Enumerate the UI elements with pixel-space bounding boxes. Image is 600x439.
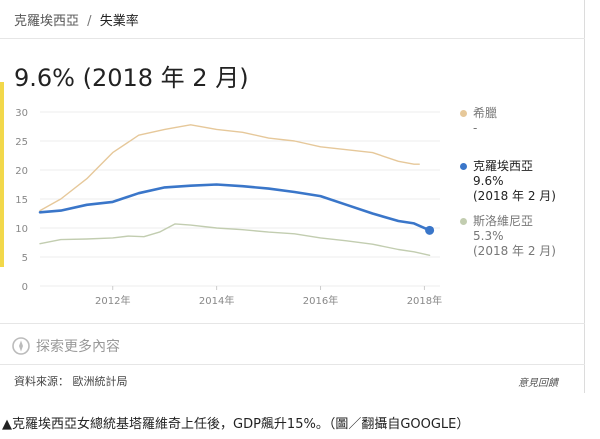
legend-croatia-value: 9.6% — [473, 174, 504, 188]
series-line-greece — [39, 124, 420, 212]
legend-croatia-name: 克羅埃西亞 — [473, 159, 534, 173]
line-chart: 30 25 20 15 10 5 0 2012年 2014年 2016年 2018年 — [15, 108, 442, 307]
legend-croatia[interactable]: 克羅埃西亞 9.6% (2018 年 2 月) — [460, 159, 556, 204]
feedback-link[interactable]: 意見回饋 — [518, 378, 558, 389]
x-tick-label-1: 2014年 — [199, 294, 234, 307]
breadcrumb-country[interactable]: 克羅埃西亞 — [14, 14, 80, 29]
legend-slovenia-date: (2018 年 2 月) — [473, 244, 556, 258]
footer-divider — [0, 323, 585, 324]
header-divider — [0, 38, 585, 39]
legend-croatia-dot — [460, 163, 467, 170]
y-tick-label-30: 30 — [15, 108, 28, 119]
legend-croatia-date: (2018 年 2 月) — [473, 189, 556, 203]
unemployment-card: 克羅埃西亞 / 失業率 9.6% (2018 年 2 月) 30 25 20 15 10… — [0, 0, 585, 393]
legend-slovenia-value: 5.3% — [473, 229, 504, 243]
y-tick-label-0: 0 — [22, 282, 28, 293]
legend-greece-name: 希臘 — [473, 106, 498, 120]
breadcrumb: 克羅埃西亞 / 失業率 — [14, 10, 139, 29]
y-tick-label-20: 20 — [15, 166, 28, 177]
image-caption: ▲克羅埃西亞女總統基塔羅維奇上任後，GDP飆升15%。（圖／翻攝自GOOGLE） — [2, 417, 470, 432]
legend-slovenia-name: 斯洛維尼亞 — [473, 214, 534, 228]
series-line-croatia — [38, 183, 431, 232]
source-divider — [0, 364, 585, 365]
x-tick-label-2: 2016年 — [303, 294, 338, 307]
x-tick-label-0: 2012年 — [95, 294, 130, 307]
accent-bar — [0, 82, 4, 267]
headline-value: 9.6% (2018 年 2 月) — [14, 64, 249, 92]
series-line-slovenia — [39, 223, 431, 257]
x-tick-label-3: 2018年 — [407, 294, 442, 307]
explore-more-link[interactable]: 探索更多內容 — [12, 336, 120, 356]
explore-more-label: 探索更多內容 — [36, 339, 120, 355]
compass-icon — [12, 337, 30, 355]
y-tick-label-10: 10 — [15, 224, 28, 235]
legend-greece-dot — [460, 110, 467, 117]
y-tick-label-15: 15 — [15, 195, 28, 206]
croatia-latest-point — [425, 225, 435, 235]
breadcrumb-metric: 失業率 — [99, 14, 139, 29]
breadcrumb-separator: / — [87, 14, 92, 29]
y-tick-label-25: 25 — [15, 137, 28, 148]
data-source: 資料來源： 歐洲統計局 — [14, 375, 128, 388]
legend-slovenia[interactable]: 斯洛維尼亞 5.3% (2018 年 2 月) — [460, 214, 556, 259]
legend-greece-value: - — [473, 121, 478, 135]
legend-slovenia-dot — [460, 218, 467, 225]
y-tick-label-5: 5 — [22, 253, 28, 264]
legend-greece[interactable]: 希臘 - — [460, 106, 497, 136]
